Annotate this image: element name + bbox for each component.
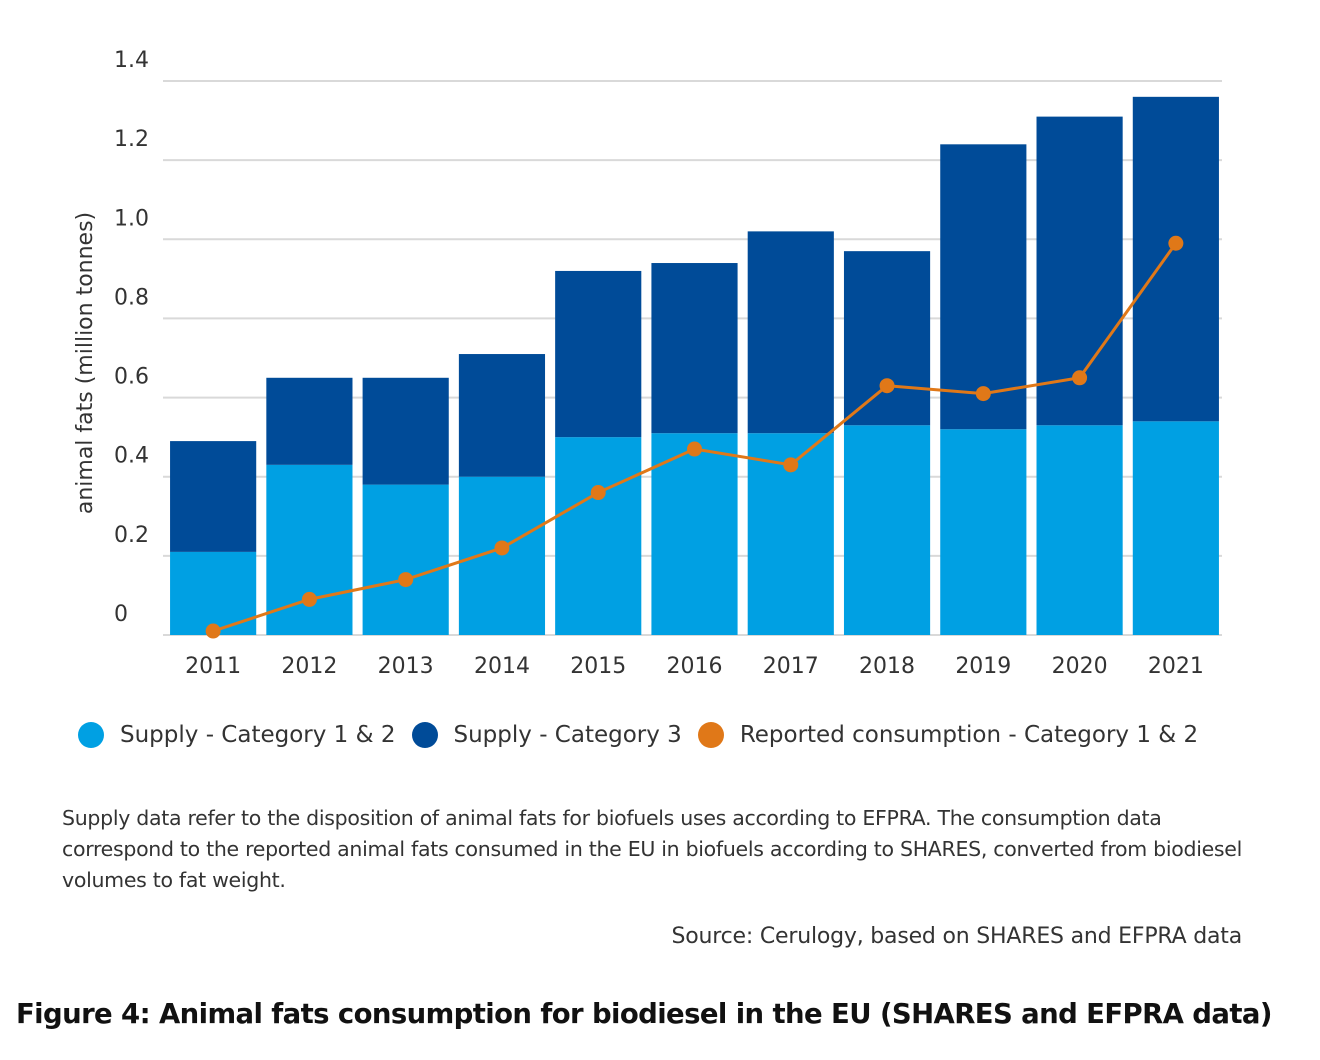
y-tick-label: 1.4 [114,48,149,73]
legend-item-supply-cat12: Supply - Category 1 & 2 [78,722,396,748]
consumption-point [783,457,799,473]
y-tick-label: 1.0 [114,206,149,231]
bar-supply-cat3 [651,263,738,434]
bar-supply-cat12 [1036,425,1123,635]
x-tick-label: 2011 [185,654,241,679]
y-axis-ticks: 0 0.2 0.4 0.6 0.8 1.0 1.2 1.4 [114,48,149,627]
source-text: Source: Cerulogy, based on SHARES and EF… [671,924,1243,949]
bar-supply-cat3 [747,231,834,434]
bar-supply-cat12 [843,425,931,635]
x-tick-label: 2017 [763,654,819,679]
x-tick-label: 2014 [474,654,530,679]
consumption-point [687,441,702,457]
bar-supply-cat12 [1132,421,1219,635]
x-tick-label: 2019 [955,654,1011,679]
legend-item-consumption: Reported consumption - Category 1 & 2 [697,722,1199,748]
consumption-point [879,378,895,394]
x-tick-label: 2018 [859,654,915,679]
consumption-point [398,572,414,588]
consumption-point [1072,370,1088,386]
consumption-point [590,485,606,501]
consumption-line-layer [205,235,1184,639]
legend-label: Reported consumption - Category 1 & 2 [739,722,1199,748]
bar-supply-cat3 [843,251,931,426]
legend-dot-icon [411,722,438,748]
bar-supply-cat3 [458,354,546,477]
chart-note: Supply data refer to the disposition of … [62,806,1243,892]
x-tick-label: 2012 [281,654,337,679]
consumption-point [494,540,510,556]
bar-supply-cat3 [362,377,449,485]
legend: Supply - Category 1 & 2 Supply - Categor… [78,722,1214,748]
x-tick-label: 2020 [1052,654,1108,679]
y-tick-label: 1.2 [114,127,149,152]
consumption-point [975,386,991,402]
consumption-point [205,623,221,639]
bar-supply-cat3 [170,441,257,552]
consumption-point [1168,235,1184,251]
y-tick-label: 0.8 [114,285,149,310]
bars [170,96,1219,635]
bar-supply-cat3 [555,270,642,438]
bar-supply-cat12 [555,437,642,635]
bar-supply-cat3 [1132,96,1219,422]
x-tick-label: 2016 [667,654,723,679]
legend-dot-icon [78,722,104,748]
y-tick-label: 0.2 [114,523,149,548]
x-tick-label: 2021 [1148,654,1204,679]
legend-item-supply-cat3: Supply - Category 3 [411,722,682,748]
x-tick-label: 2013 [378,654,434,679]
bar-supply-cat3 [940,144,1027,430]
legend-label: Supply - Category 1 & 2 [120,722,396,748]
bar-supply-cat12 [362,484,449,635]
x-tick-label: 2015 [570,654,626,679]
legend-label: Supply - Category 3 [453,722,682,748]
y-tick-label: 0.6 [114,365,149,390]
bar-supply-cat3 [266,377,353,465]
bar-supply-cat12 [458,476,546,635]
y-tick-label: 0 [114,602,128,627]
bar-supply-cat12 [651,433,738,635]
consumption-point [301,591,317,607]
y-axis-label: animal fats (million tonnes) [73,212,98,514]
chart: 00.20.40.60.81.01.21.4 2011 2012 2013 2014 2… [73,48,1222,679]
bar-supply-cat12 [940,429,1027,635]
x-axis-ticks: 2011 2012 2013 2014 2015 2016 2017 2018 2019 2020… [185,654,1204,679]
figure-caption: Figure 4: Animal fats consumption for bi… [16,998,1272,1030]
y-tick-label: 0.4 [114,444,149,469]
legend-dot-icon [697,722,724,748]
